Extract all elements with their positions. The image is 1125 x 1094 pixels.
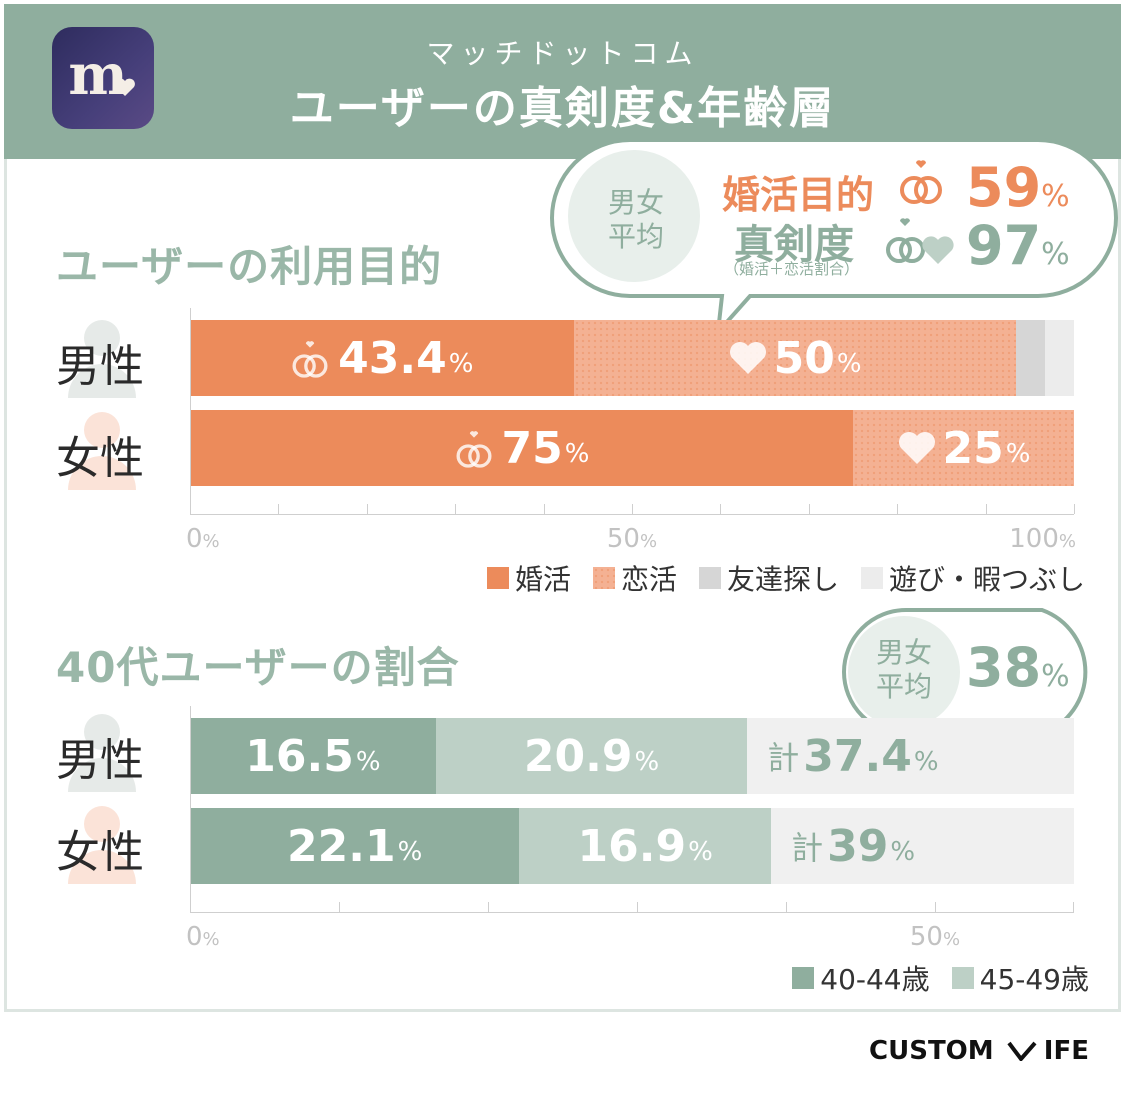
bar-track: 22.1% 16.9% 計 39%: [190, 808, 1074, 884]
custom-life-logo: CUSTOM IFE: [869, 1036, 1089, 1066]
x-tick-label: 100%: [1009, 524, 1076, 554]
data-label: 25%: [853, 410, 1074, 486]
legend-swatch: [486, 567, 509, 589]
x-tick: [190, 504, 191, 514]
age-legend: 40-44歳 45-49歳: [792, 958, 1089, 998]
data-label: 22.1%: [287, 820, 423, 872]
x-tick: [808, 504, 810, 514]
total-label: 計 39%: [791, 820, 916, 872]
male-person-icon: [68, 714, 136, 792]
data-label: 43.4%: [190, 320, 574, 396]
app-icon: m: [52, 27, 154, 129]
bar-segment-age2: [519, 808, 772, 884]
header-band: [4, 4, 1121, 159]
legend-swatch: [698, 567, 721, 589]
x-tick-label: 0%: [186, 524, 220, 554]
section-title-age: 40代ユーザーの割合: [56, 643, 460, 692]
x-axis-line: [190, 514, 1074, 515]
x-tick: [1074, 504, 1075, 514]
legend-swatch: [951, 967, 974, 989]
legend-swatch: [592, 567, 615, 589]
y-axis-line: [190, 706, 191, 912]
data-label: 20.9%: [523, 730, 660, 782]
x-tick: [935, 902, 936, 912]
x-tick-label: 0%: [186, 922, 220, 952]
legend-item-age-40-44: 40-44歳: [792, 958, 930, 998]
header-subtitle: マッチドットコム: [426, 37, 699, 70]
callout-seriousness-note: （婚活＋恋活割合）: [724, 260, 860, 278]
bar-track: 43.4% 50%: [190, 320, 1074, 396]
callout-seriousness-value: 97%: [966, 214, 1070, 277]
legend-item-tomodachi: 友達探し: [698, 558, 839, 598]
legend-swatch: [792, 967, 815, 989]
bar-segment-age1: [190, 808, 520, 884]
x-tick: [455, 504, 457, 514]
rings-heart-icon: [886, 218, 954, 264]
x-tick: [897, 504, 899, 514]
callout-group-label: 男女 平均: [607, 186, 664, 253]
bar-track: 75% 25%: [190, 410, 1074, 486]
data-label: 75%: [190, 410, 853, 486]
legend-item-asobi: 遊び・暇つぶし: [860, 558, 1085, 598]
x-tick: [488, 902, 489, 912]
x-tick: [637, 902, 638, 912]
x-tick: [190, 902, 191, 912]
row-label-female-purpose: 女性: [56, 433, 144, 484]
legend-item-renkatsu: 恋活: [592, 558, 677, 598]
check-mark-icon: [1007, 1041, 1037, 1063]
female-person-icon: [68, 412, 136, 490]
x-tick: [786, 902, 787, 912]
section-title-purpose: ユーザーの利用目的: [56, 242, 443, 291]
row-label-male-age: 男性: [56, 735, 144, 786]
y-axis-line: [190, 308, 191, 514]
callout-konkatsu-value: 59%: [966, 156, 1070, 219]
x-tick-label: 50%: [606, 524, 658, 554]
female-person-icon: [68, 806, 136, 884]
callout-age-value: 38%: [966, 636, 1070, 699]
x-tick: [985, 504, 987, 514]
x-tick: [720, 504, 722, 514]
bar-segment-age2: [435, 718, 748, 794]
rings-icon: [900, 160, 942, 204]
x-axis-line: [190, 912, 1074, 913]
callout-seriousness-label: 真剣度: [734, 222, 854, 268]
bar-segment-renkatsu: [853, 410, 1074, 486]
row-label-male-purpose: 男性: [56, 341, 144, 392]
data-label: 16.5%: [245, 730, 381, 782]
bar-segment-age1: [190, 718, 436, 794]
bar-segment-asobi: [1044, 320, 1074, 396]
callout-konkatsu-label: 婚活目的: [722, 173, 875, 217]
callout-age-group-label: 男女 平均: [875, 636, 932, 703]
legend-swatch: [860, 567, 883, 589]
bar-segment-konkatsu: [190, 410, 853, 486]
legend-item-konkatsu: 婚活: [486, 558, 571, 598]
legend-item-age-45-49: 45-49歳: [951, 958, 1089, 998]
x-tick: [339, 902, 340, 912]
x-tick: [1073, 902, 1074, 912]
x-tick: [632, 504, 633, 514]
total-label: 計 37.4%: [767, 730, 939, 782]
purpose-legend: 婚活 恋活 友達探し 遊び・暇つぶし: [486, 558, 1085, 598]
bar-track: 16.5% 20.9% 計 37.4%: [190, 718, 1074, 794]
x-tick: [278, 504, 280, 514]
x-tick: [366, 504, 368, 514]
x-tick-label: 50%: [909, 922, 961, 952]
bar-segment-konkatsu: [190, 320, 574, 396]
bar-segment-renkatsu: [573, 320, 1016, 396]
heart-icon: [115, 78, 135, 96]
callout-bubble-purpose: [550, 138, 1118, 339]
data-label: 50%: [574, 320, 1016, 396]
x-tick: [543, 504, 545, 514]
data-label: 16.9%: [577, 820, 713, 872]
app-icon-letter: m: [68, 42, 128, 108]
male-person-icon: [68, 320, 136, 398]
row-label-female-age: 女性: [56, 827, 144, 878]
bar-segment-tomodachi: [1015, 320, 1045, 396]
header-title: ユーザーの真剣度&年齢層: [289, 83, 836, 134]
